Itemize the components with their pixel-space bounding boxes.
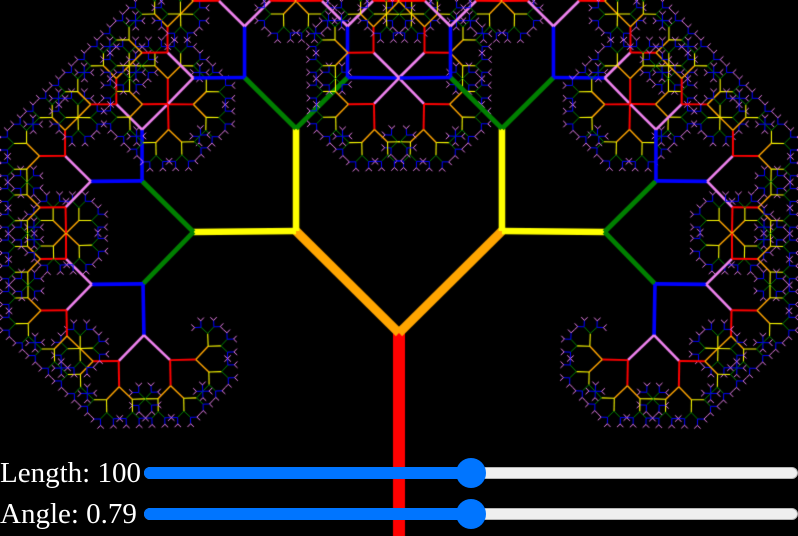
angle-slider-thumb[interactable] (456, 499, 486, 529)
length-label: Length: 100 (0, 457, 141, 489)
length-slider-fill (144, 467, 471, 479)
angle-label: Angle: 0.79 (0, 498, 137, 530)
angle-control: Angle: 0.79 (0, 496, 798, 532)
length-slider[interactable] (144, 458, 798, 488)
angle-slider[interactable] (144, 499, 798, 529)
length-control: Length: 100 (0, 455, 798, 491)
length-slider-thumb[interactable] (456, 458, 486, 488)
angle-slider-fill (144, 508, 471, 520)
